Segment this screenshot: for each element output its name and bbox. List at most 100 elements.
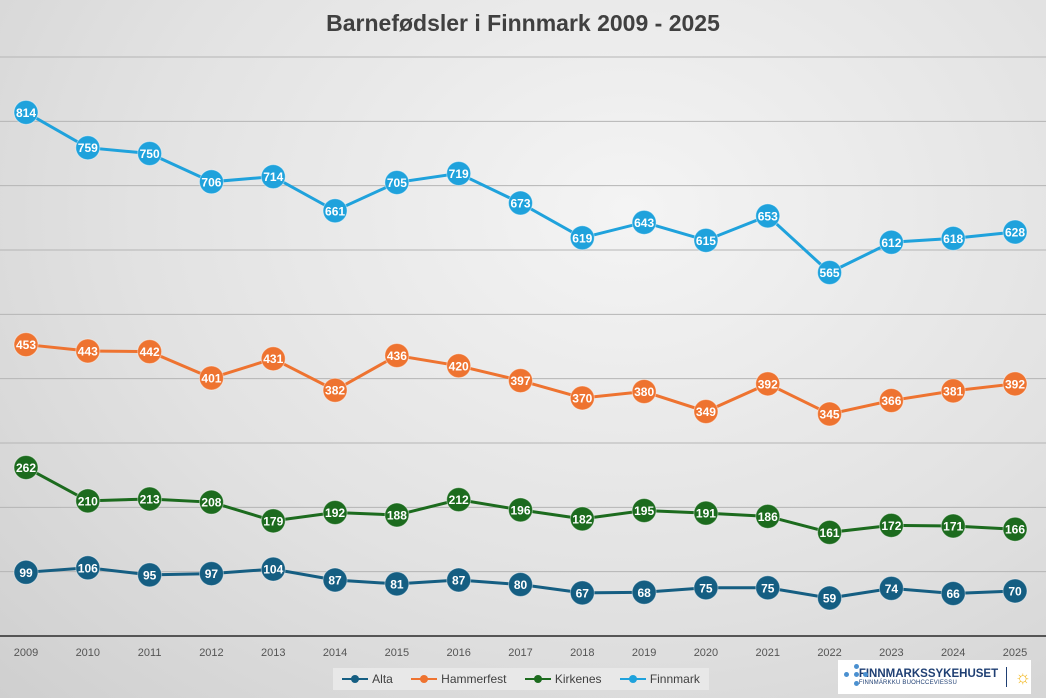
data-point — [1002, 219, 1028, 245]
data-point — [755, 371, 781, 397]
data-point — [13, 559, 39, 585]
data-label: 188 — [387, 509, 407, 523]
data-label: 166 — [1005, 523, 1025, 537]
data-point — [817, 401, 843, 427]
data-point — [13, 332, 39, 358]
x-tick-label: 2022 — [817, 647, 841, 659]
x-tick-label: 2011 — [138, 647, 162, 659]
chart-title: Barnefødsler i Finnmark 2009 - 2025 — [326, 10, 720, 36]
x-tick-label: 2015 — [385, 647, 409, 659]
x-tick-label: 2013 — [261, 647, 285, 659]
legend-label: Hammerfest — [441, 672, 507, 686]
data-point — [198, 561, 224, 587]
data-label: 661 — [325, 204, 345, 218]
legend-label: Kirkenes — [554, 672, 602, 686]
data-point — [75, 488, 101, 514]
data-label: 106 — [78, 561, 98, 575]
data-label: 381 — [943, 384, 963, 398]
data-label: 104 — [263, 563, 283, 577]
legend: Alta Hammerfest Kirkenes Finnmark — [333, 668, 709, 690]
data-point — [446, 353, 472, 379]
data-point — [508, 190, 533, 216]
data-point — [878, 512, 904, 538]
data-label: 95 — [143, 568, 157, 582]
finnmarkssykehuset-logo: FINNMARKSSYKEHUSET FINNMÁRKKU BUOHCCEVIE… — [838, 660, 1031, 694]
data-label: 186 — [758, 510, 778, 524]
legend-label: Alta — [372, 672, 393, 686]
data-label: 161 — [820, 526, 840, 540]
data-point — [137, 486, 163, 512]
data-point — [817, 585, 843, 611]
data-label: 615 — [696, 234, 716, 248]
data-label: 401 — [201, 372, 221, 386]
data-point — [322, 567, 348, 593]
data-point — [817, 519, 843, 545]
data-point — [569, 385, 595, 411]
data-label: 208 — [201, 496, 221, 510]
data-point — [75, 555, 101, 581]
x-tick-label: 2019 — [632, 647, 656, 659]
data-point — [755, 203, 781, 229]
data-point — [940, 513, 966, 539]
data-point — [878, 388, 904, 414]
data-label: 750 — [140, 147, 160, 161]
data-label: 67 — [576, 586, 590, 600]
data-point — [322, 198, 348, 224]
legend-swatch — [619, 674, 646, 684]
data-point — [384, 169, 410, 195]
data-label: 80 — [514, 578, 528, 592]
data-point — [569, 580, 595, 606]
data-label: 75 — [699, 581, 713, 595]
data-point — [508, 368, 533, 394]
data-point — [631, 209, 657, 235]
data-point — [817, 260, 843, 286]
x-tick-label: 2025 — [1003, 647, 1027, 659]
data-label: 70 — [1008, 584, 1022, 598]
x-tick-label: 2021 — [756, 647, 780, 659]
data-label: 628 — [1005, 225, 1025, 239]
data-point — [569, 506, 595, 532]
legend-item-hammerfest: Hammerfest — [411, 672, 507, 686]
data-point — [1002, 371, 1028, 397]
data-point — [631, 498, 657, 524]
data-point — [755, 575, 781, 601]
x-tick-label: 2009 — [14, 647, 38, 659]
data-label: 653 — [758, 209, 778, 223]
data-label: 191 — [696, 507, 716, 521]
x-tick-label: 2024 — [941, 647, 965, 659]
legend-swatch — [411, 674, 438, 684]
data-label: 212 — [449, 493, 469, 507]
data-point — [137, 339, 163, 365]
data-label: 397 — [510, 374, 530, 388]
legend-label: Finnmark — [649, 672, 700, 686]
sun-icon: ☼ — [1014, 666, 1032, 687]
data-label: 392 — [1005, 377, 1025, 391]
data-label: 75 — [761, 581, 775, 595]
data-label: 619 — [572, 231, 592, 245]
data-point — [384, 343, 410, 369]
data-label: 392 — [758, 377, 778, 391]
data-label: 643 — [634, 216, 654, 230]
data-label: 420 — [449, 359, 469, 373]
data-point — [508, 572, 533, 598]
data-label: 99 — [19, 566, 33, 580]
data-point — [693, 575, 719, 601]
legend-swatch — [342, 674, 369, 684]
data-label: 179 — [263, 514, 283, 528]
data-point — [569, 225, 595, 251]
legend-swatch — [524, 674, 551, 684]
legend-item-finnmark: Finnmark — [619, 672, 700, 686]
x-tick-label: 2017 — [508, 647, 532, 659]
logo-subtitle: FINNMÁRKKU BUOHCCEVIESSU — [858, 680, 957, 686]
data-label: 719 — [449, 167, 469, 181]
data-label: 453 — [16, 338, 36, 352]
logo-name: FINNMARKSSYKEHUSET — [858, 668, 999, 680]
data-point — [878, 229, 904, 255]
data-point — [693, 398, 719, 424]
data-label: 714 — [263, 170, 283, 184]
x-tick-label: 2018 — [570, 647, 594, 659]
data-label: 192 — [325, 506, 345, 520]
data-label: 431 — [263, 352, 283, 366]
data-label: 443 — [78, 345, 98, 359]
